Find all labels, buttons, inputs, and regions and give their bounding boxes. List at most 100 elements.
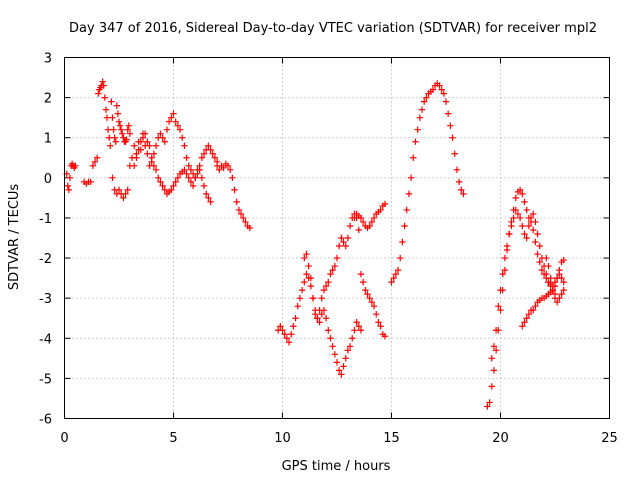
- data-point: [543, 270, 550, 278]
- data-point: [506, 230, 513, 238]
- data-point: [444, 110, 452, 117]
- data-point: [525, 311, 533, 318]
- data-point: [338, 371, 345, 378]
- data-point: [460, 190, 467, 198]
- data-point: [161, 186, 168, 194]
- data-point: [181, 166, 188, 174]
- data-point: [109, 114, 116, 121]
- data-point: [303, 270, 310, 278]
- data-point: [458, 186, 465, 194]
- data-point: [390, 274, 397, 282]
- data-point: [381, 333, 389, 340]
- data-point: [246, 224, 253, 232]
- data-point: [543, 254, 550, 262]
- data-point: [170, 182, 177, 190]
- data-point: [163, 126, 171, 133]
- data-point: [399, 238, 406, 246]
- data-point: [532, 302, 539, 310]
- data-point: [207, 198, 214, 206]
- data-point: [547, 274, 554, 282]
- data-point: [237, 210, 245, 218]
- data-point: [301, 254, 308, 262]
- data-point: [196, 166, 203, 174]
- data-point: [161, 138, 168, 145]
- series-12: [543, 254, 567, 306]
- data-point: [111, 134, 118, 141]
- data-point: [112, 138, 119, 145]
- data-point: [370, 214, 378, 222]
- data-point: [512, 206, 519, 214]
- data-point: [110, 126, 117, 133]
- data-point: [290, 323, 297, 330]
- data-point: [139, 130, 147, 137]
- data-point: [486, 399, 493, 406]
- series-3: [131, 110, 214, 206]
- data-point: [414, 126, 421, 133]
- data-point: [449, 134, 456, 141]
- data-point: [501, 266, 509, 274]
- data-point: [120, 194, 127, 202]
- series-11: [519, 256, 567, 330]
- data-point: [183, 154, 190, 161]
- data-point: [355, 226, 362, 234]
- data-point: [516, 186, 524, 194]
- data-point: [357, 270, 365, 278]
- data-point: [366, 222, 373, 230]
- data-point: [198, 174, 206, 182]
- data-point: [144, 138, 151, 145]
- data-point: [137, 138, 144, 145]
- data-point: [530, 210, 537, 218]
- data-point: [451, 150, 458, 157]
- data-point: [157, 130, 164, 137]
- data-point: [497, 286, 504, 294]
- data-point: [490, 343, 498, 350]
- data-point: [116, 122, 124, 129]
- x-tick-label: 20: [492, 431, 509, 446]
- data-point: [532, 238, 539, 246]
- data-point: [101, 94, 109, 101]
- data-point: [119, 130, 126, 137]
- data-point: [200, 182, 208, 190]
- data-point: [155, 174, 162, 182]
- data-point: [316, 307, 323, 314]
- data-point: [397, 254, 404, 262]
- data-point: [423, 94, 430, 101]
- chart-title: Day 347 of 2016, Sidereal Day-to-day VTE…: [69, 21, 597, 36]
- data-point: [100, 82, 107, 89]
- y-tick-label: 0: [44, 172, 52, 187]
- data-point: [340, 363, 347, 370]
- data-point: [327, 335, 334, 342]
- data-point: [279, 327, 286, 334]
- data-point: [216, 166, 223, 174]
- data-point: [314, 315, 321, 322]
- data-point: [91, 158, 99, 165]
- data-point: [144, 150, 151, 157]
- data-point: [510, 214, 517, 222]
- data-point: [301, 278, 308, 286]
- data-point: [534, 250, 541, 258]
- series-4: [213, 160, 253, 232]
- y-tick-label: 1: [44, 132, 52, 147]
- data-point: [523, 315, 530, 322]
- data-point: [536, 242, 543, 250]
- data-point: [296, 294, 304, 302]
- data-point: [495, 302, 502, 310]
- data-point: [325, 278, 332, 286]
- data-point: [333, 359, 341, 366]
- data-point: [124, 126, 131, 133]
- data-point: [172, 178, 179, 186]
- data-point: [205, 194, 212, 202]
- data-point: [288, 331, 295, 338]
- data-point: [200, 150, 208, 157]
- data-point: [407, 174, 415, 182]
- data-point: [115, 186, 123, 194]
- data-point: [553, 298, 561, 306]
- data-point: [124, 186, 131, 194]
- data-point: [346, 222, 354, 230]
- data-point: [429, 86, 437, 93]
- data-point: [519, 323, 526, 330]
- data-point: [545, 278, 552, 286]
- data-point: [203, 190, 210, 198]
- data-point: [421, 98, 428, 105]
